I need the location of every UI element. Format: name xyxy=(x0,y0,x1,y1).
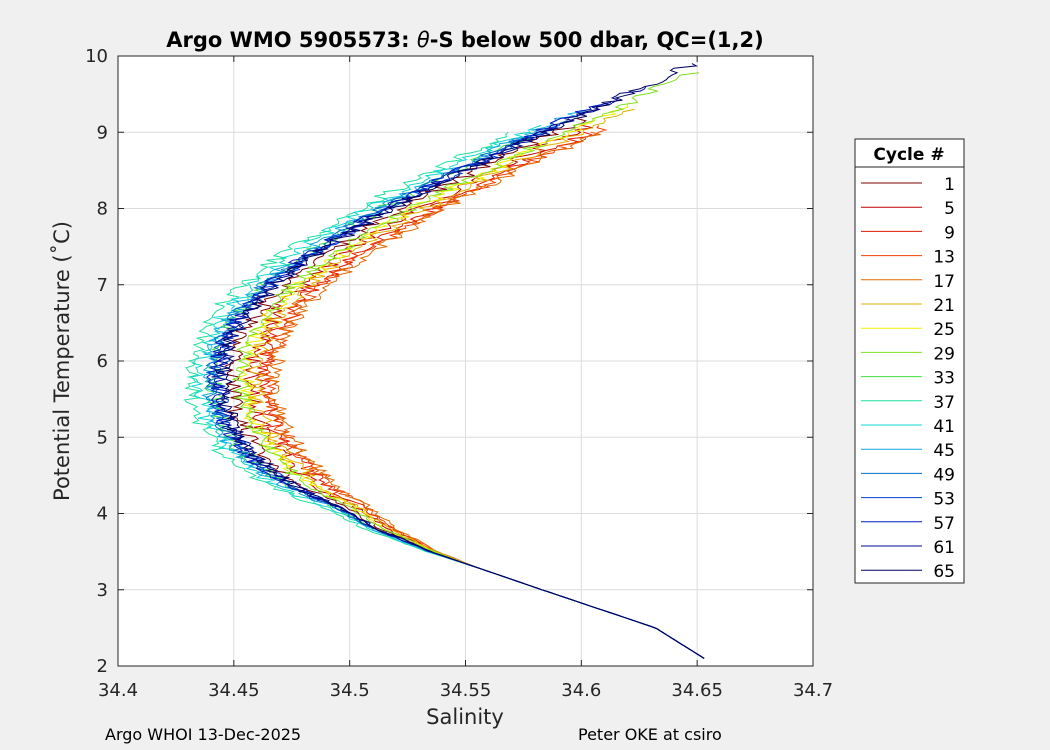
x-tick-label: 34.45 xyxy=(208,680,260,701)
y-ticks: 2 3 4 5 6 7 8 9 10 xyxy=(85,46,813,677)
title-suffix: -S below 500 dbar, QC=(1,2) xyxy=(430,28,764,52)
x-tick-label: 34.5 xyxy=(330,680,370,701)
profile-curves xyxy=(183,63,705,659)
legend-label-25: 25 xyxy=(933,320,955,340)
y-tick-label: 10 xyxy=(85,46,108,67)
legend-label-17: 17 xyxy=(933,272,955,292)
legend-label-65: 65 xyxy=(933,562,955,582)
y-tick-label: 4 xyxy=(97,504,108,525)
y-tick-label: 5 xyxy=(97,427,108,448)
title-prefix: Argo WMO 5905573: xyxy=(166,28,417,52)
legend-title: Cycle # xyxy=(873,145,944,165)
legend-label-13: 13 xyxy=(933,248,955,268)
y-tick-label: 9 xyxy=(97,122,108,143)
legend-label-9: 9 xyxy=(944,223,955,243)
legend-entries: 1 5 9 13 17 21 25 29 33 37 41 45 49 53 57 61 65 xyxy=(861,175,955,582)
footer-right-note: Peter OKE at csiro xyxy=(578,725,722,744)
legend-label-33: 33 xyxy=(933,369,955,389)
chart-title: Argo WMO 5905573: θ-S below 500 dbar, QC… xyxy=(166,28,763,52)
legend-label-57: 57 xyxy=(933,514,955,534)
legend-label-61: 61 xyxy=(933,538,955,558)
cycle-65-profile xyxy=(215,63,705,659)
x-ticks: 34.4 34.45 34.5 34.55 34.6 34.65 34.7 xyxy=(98,56,833,701)
y-tick-label: 8 xyxy=(97,199,108,220)
footer-left-note: Argo WHOI 13-Dec-2025 xyxy=(105,725,302,744)
legend-label-1: 1 xyxy=(944,175,955,195)
x-tick-label: 34.4 xyxy=(98,680,138,701)
y-tick-label: 6 xyxy=(97,351,108,372)
legend-label-49: 49 xyxy=(933,465,955,485)
x-tick-label: 34.65 xyxy=(671,680,723,701)
title-theta: θ xyxy=(417,28,430,52)
x-axis-label: Salinity xyxy=(426,705,504,729)
y-tick-label: 3 xyxy=(97,580,108,601)
legend-label-41: 41 xyxy=(933,417,955,437)
x-tick-label: 34.6 xyxy=(561,680,601,701)
x-tick-label: 34.55 xyxy=(440,680,492,701)
legend-label-37: 37 xyxy=(933,393,955,413)
legend-label-45: 45 xyxy=(933,441,955,461)
x-tick-label: 34.7 xyxy=(793,680,833,701)
y-axis-label: Potential Temperature (˚C) xyxy=(50,221,74,501)
legend-box xyxy=(854,138,965,584)
y-tick-label: 2 xyxy=(97,656,108,677)
legend-label-5: 5 xyxy=(944,199,955,219)
legend-label-53: 53 xyxy=(933,490,955,510)
legend-label-29: 29 xyxy=(933,344,955,364)
legend-label-21: 21 xyxy=(933,296,955,316)
y-tick-label: 7 xyxy=(97,275,108,296)
legend: Cycle # 1 5 9 13 17 21 25 29 33 37 41 45 49 53 57 61 65 xyxy=(854,138,965,584)
